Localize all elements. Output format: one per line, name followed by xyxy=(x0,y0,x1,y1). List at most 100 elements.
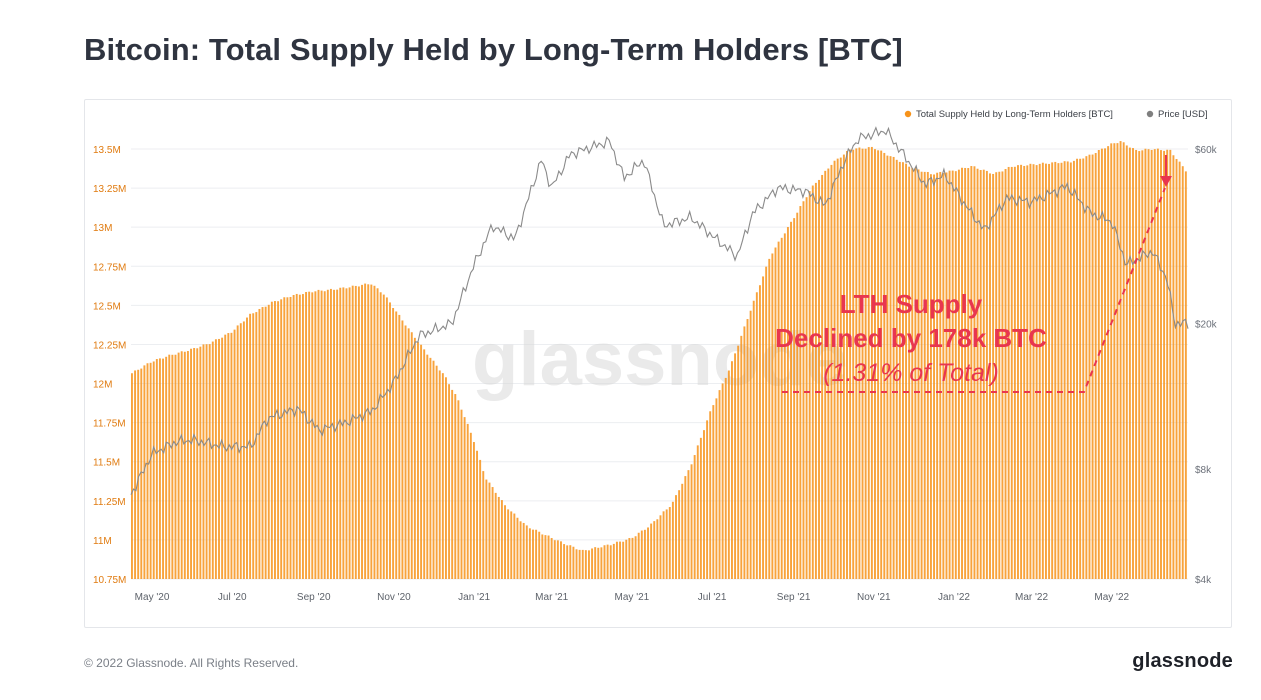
supply-bar xyxy=(255,312,258,579)
supply-bar xyxy=(1057,163,1060,579)
supply-bar xyxy=(1044,163,1047,580)
supply-bar xyxy=(1085,156,1088,579)
supply-bar xyxy=(967,168,970,579)
supply-bar xyxy=(208,344,211,579)
supply-bar xyxy=(665,509,668,579)
supply-bar xyxy=(1079,158,1082,579)
supply-bar xyxy=(410,332,413,579)
supply-bar xyxy=(1060,162,1063,579)
supply-bar xyxy=(560,541,562,579)
right-axis-tick-label: $60k xyxy=(1195,145,1218,156)
supply-bar xyxy=(619,541,622,579)
supply-bar xyxy=(933,174,936,579)
right-axis-tick-label: $20k xyxy=(1195,319,1218,330)
supply-bar xyxy=(1100,148,1103,580)
supply-bar xyxy=(528,528,531,579)
supply-bar xyxy=(780,237,783,579)
supply-bar xyxy=(550,538,553,579)
supply-bar xyxy=(671,501,674,579)
supply-bar xyxy=(587,550,590,579)
supply-bar xyxy=(929,174,932,579)
supply-bar xyxy=(880,150,883,579)
supply-bar xyxy=(908,166,911,579)
supply-bar xyxy=(258,308,261,579)
supply-bar xyxy=(211,341,214,579)
chart-panel: 10.75M 11M 11.25M 11.5M 11.75M 12M 12.25M 12.5M… xyxy=(84,99,1232,628)
supply-bar xyxy=(1091,154,1094,580)
supply-bar xyxy=(333,289,336,579)
supply-bar xyxy=(985,170,988,579)
supply-bar xyxy=(1107,146,1110,579)
left-axis-tick-label: 11M xyxy=(93,536,112,547)
supply-bar xyxy=(401,320,404,579)
supply-bar xyxy=(584,550,587,579)
legend-label-supply: Total Supply Held by Long-Term Holders [… xyxy=(916,109,1113,120)
x-axis-tick-label: Mar '21 xyxy=(535,592,568,603)
supply-bar xyxy=(336,289,339,579)
supply-bar xyxy=(556,540,559,579)
left-axis-tick-label: 12.75M xyxy=(93,262,126,273)
supply-bar xyxy=(218,338,220,579)
supply-bar xyxy=(914,167,917,579)
supply-bar xyxy=(553,540,556,579)
supply-bar xyxy=(460,409,463,579)
supply-bar xyxy=(964,167,967,579)
supply-bar xyxy=(1122,142,1125,579)
supply-bar xyxy=(569,545,572,579)
supply-bar xyxy=(538,531,541,579)
supply-bar xyxy=(690,464,693,579)
supply-bar xyxy=(1181,166,1184,579)
supply-bar xyxy=(600,547,603,579)
supply-bar xyxy=(488,482,491,579)
supply-bar xyxy=(417,341,419,579)
supply-bar xyxy=(650,523,653,579)
supply-bar xyxy=(1038,163,1041,579)
supply-bar xyxy=(594,547,597,579)
supply-bar xyxy=(472,442,475,579)
supply-bar xyxy=(199,346,202,579)
supply-bar xyxy=(1116,143,1119,579)
supply-bar xyxy=(227,333,230,579)
supply-bar xyxy=(1020,164,1023,579)
supply-bar xyxy=(877,150,880,579)
supply-bar xyxy=(274,301,276,579)
supply-bar xyxy=(591,548,594,579)
supply-bar xyxy=(171,354,174,579)
supply-bar xyxy=(724,377,727,579)
supply-bar xyxy=(818,179,820,579)
supply-bar xyxy=(849,149,852,580)
supply-bar xyxy=(821,174,824,579)
supply-bar xyxy=(379,292,382,579)
supply-bar xyxy=(1082,158,1085,579)
supply-bar xyxy=(364,283,367,579)
left-axis-tick-label: 12.5M xyxy=(93,301,121,312)
supply-bar xyxy=(973,166,976,579)
supply-bar xyxy=(270,301,273,579)
supply-bar xyxy=(709,411,712,579)
supply-bar xyxy=(1135,149,1138,579)
supply-bar xyxy=(1001,171,1004,579)
price-line xyxy=(130,126,1189,495)
supply-bar xyxy=(236,325,239,579)
supply-bar xyxy=(1048,163,1051,579)
supply-bar xyxy=(575,549,578,579)
supply-bar xyxy=(1138,151,1141,579)
supply-bar xyxy=(367,284,370,579)
supply-bar xyxy=(734,353,737,579)
supply-bar xyxy=(839,157,842,579)
supply-bar xyxy=(737,345,740,579)
supply-bar xyxy=(662,511,665,579)
supply-bar xyxy=(1032,164,1035,580)
supply-bar xyxy=(874,149,876,579)
supply-bar xyxy=(1041,162,1044,579)
supply-bar xyxy=(1094,153,1097,580)
supply-bar xyxy=(224,334,227,579)
glassnode-logo[interactable]: glassnode xyxy=(1132,650,1233,672)
supply-bar xyxy=(1051,162,1054,579)
supply-bar xyxy=(917,169,920,580)
supply-bar xyxy=(808,191,811,580)
supply-bar xyxy=(765,266,768,579)
supply-bar xyxy=(298,294,301,579)
annotation-line-2: Declined by 178k BTC xyxy=(775,323,1047,353)
supply-bar xyxy=(926,171,929,579)
